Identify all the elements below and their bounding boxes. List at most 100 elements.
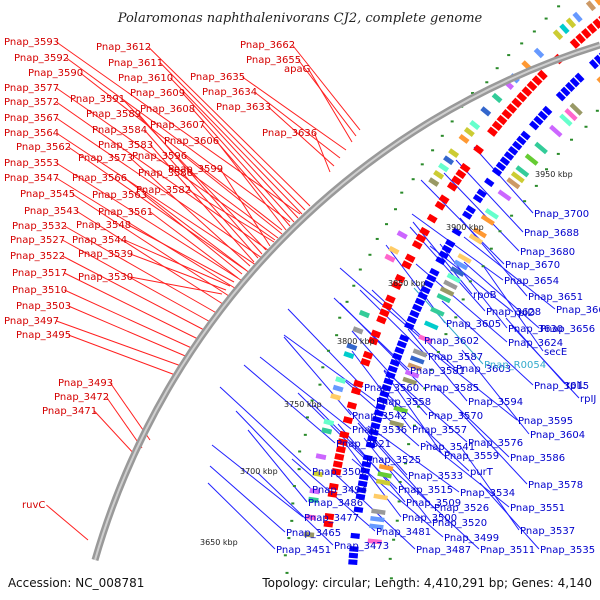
forward-gene-arrow — [350, 386, 362, 396]
gc-dot — [297, 468, 301, 471]
forward-leader-line — [144, 129, 259, 259]
reverse-gene-label: Pnap_3559 — [444, 451, 499, 462]
reverse-leader-line — [387, 464, 480, 550]
reverse-leader-line — [243, 364, 336, 444]
cog-block — [332, 384, 344, 393]
cog-block — [503, 79, 515, 90]
gc-dot — [507, 54, 511, 57]
reverse-gene-label: Pnap_3486 — [308, 498, 363, 509]
gc-dot — [523, 200, 527, 203]
cog-block — [321, 427, 333, 435]
forward-gene-label: Pnap_3472 — [54, 392, 109, 403]
forward-gene-arrow — [379, 308, 390, 318]
reverse-leader-line — [367, 425, 460, 493]
reverse-leader-line — [463, 261, 540, 329]
reverse-gene-arrow — [362, 454, 373, 462]
reverse-gene-arrow — [396, 340, 407, 349]
forward-leader-line — [170, 77, 303, 215]
forward-gene-label: Pnap_3532 — [12, 221, 67, 232]
forward-gene-arrow — [401, 260, 413, 270]
reverse-leader-line — [433, 353, 518, 421]
cog-block — [469, 120, 481, 131]
reverse-gene-label: Pnap_3594 — [468, 397, 523, 408]
forward-leader-line — [182, 92, 299, 219]
cog-block — [305, 514, 317, 521]
forward-gene-arrow — [411, 240, 423, 250]
gc-dot — [584, 125, 588, 128]
forward-gene-label: Pnap_3553 — [4, 158, 59, 169]
reverse-leader-line — [420, 179, 505, 265]
gc-content-dots — [388, 109, 599, 580]
cog-block — [384, 253, 396, 263]
reverse-gene-arrow — [394, 346, 405, 355]
forward-leader-line — [68, 146, 251, 274]
forward-gene-label: Pnap_3584 — [92, 125, 147, 136]
cog-block — [491, 92, 503, 104]
gc-dot — [485, 81, 489, 84]
gc-dot — [285, 571, 289, 574]
cog-block — [402, 376, 418, 386]
cog-block — [468, 233, 484, 245]
forward-gene-arrow — [346, 401, 358, 410]
forward-leader-line — [150, 211, 239, 279]
reverse-gene-arrow — [370, 422, 381, 430]
cog-block — [370, 515, 385, 523]
reverse-gene-label: Pnap_3535 — [540, 545, 595, 556]
reverse-gene-arrow — [569, 77, 580, 88]
forward-gene-label: Pnap_3547 — [4, 173, 59, 184]
reverse-gene-label: Pnap_3477 — [304, 513, 359, 524]
forward-gene-label: Pnap_3566 — [72, 173, 127, 184]
reverse-gene-arrow — [358, 473, 369, 481]
reverse-gene-labels: Pnap_3700 Pnap_3688 Pnap_3680 Pnap_3670 Pnap… — [276, 209, 600, 556]
forward-gene-arrow — [434, 200, 446, 211]
kbp-scale-label: 3850 kbp — [388, 279, 426, 288]
cog-block — [446, 272, 462, 284]
gc-dot — [557, 5, 561, 8]
forward-gene-arrow — [328, 482, 339, 491]
reverse-gene-label: Pnap_3534 — [460, 488, 515, 499]
reverse-gene-arrow — [491, 166, 503, 177]
forward-gene-label: Pnap_3608 — [140, 104, 195, 115]
forward-gene-arrow — [360, 357, 371, 367]
forward-leader-line — [66, 57, 291, 223]
forward-gene-arrow — [491, 120, 503, 132]
forward-gene-label: Pnap_3563 — [92, 190, 147, 201]
reverse-leader-line — [247, 429, 308, 503]
cog-block — [388, 245, 400, 255]
reverse-leader-line — [383, 369, 468, 443]
reverse-gene-label: Pnap_3688 — [524, 228, 579, 239]
red-leader-lines — [46, 41, 361, 541]
reverse-gene-label: Pnap_3541 — [420, 442, 475, 453]
forward-leader-line — [130, 276, 223, 295]
reverse-gene-arrow — [373, 409, 384, 417]
reverse-leader-line — [235, 410, 312, 490]
cog-block — [534, 141, 548, 155]
reverse-gene-arrow — [417, 291, 428, 301]
cog-block — [430, 306, 445, 317]
reverse-gene-arrow — [560, 86, 571, 97]
cog-block — [457, 253, 472, 264]
forward-gene-arrow — [324, 512, 335, 521]
gc-dot — [283, 554, 287, 557]
reverse-gene-arrow — [379, 390, 390, 398]
reverse-gene-arrow — [426, 273, 437, 283]
reverse-leader-line — [211, 444, 304, 518]
reverse-gene-label: Pnap_3525 — [366, 455, 421, 466]
cog-block — [396, 230, 408, 240]
forward-gene-label: Pnap_3567 — [4, 113, 59, 124]
gc-dot — [454, 316, 458, 319]
reverse-leader-line — [287, 308, 364, 388]
reverse-gene-arrow — [381, 383, 392, 392]
cog-block — [510, 171, 525, 184]
gc-dot — [556, 152, 560, 155]
gc-dot — [395, 519, 399, 522]
forward-leader-line — [56, 117, 263, 259]
reverse-leader-line — [459, 411, 528, 485]
cog-block — [448, 148, 460, 159]
reverse-gene-label: Pnap_3576 — [468, 438, 523, 449]
reverse-gene-arrow — [420, 285, 431, 295]
reverse-gene-label: Pnap_3473 — [334, 541, 389, 552]
gc-dot — [310, 399, 314, 402]
reverse-gene-label: Pnap_3560 — [364, 383, 419, 394]
gc-dot — [570, 138, 574, 141]
